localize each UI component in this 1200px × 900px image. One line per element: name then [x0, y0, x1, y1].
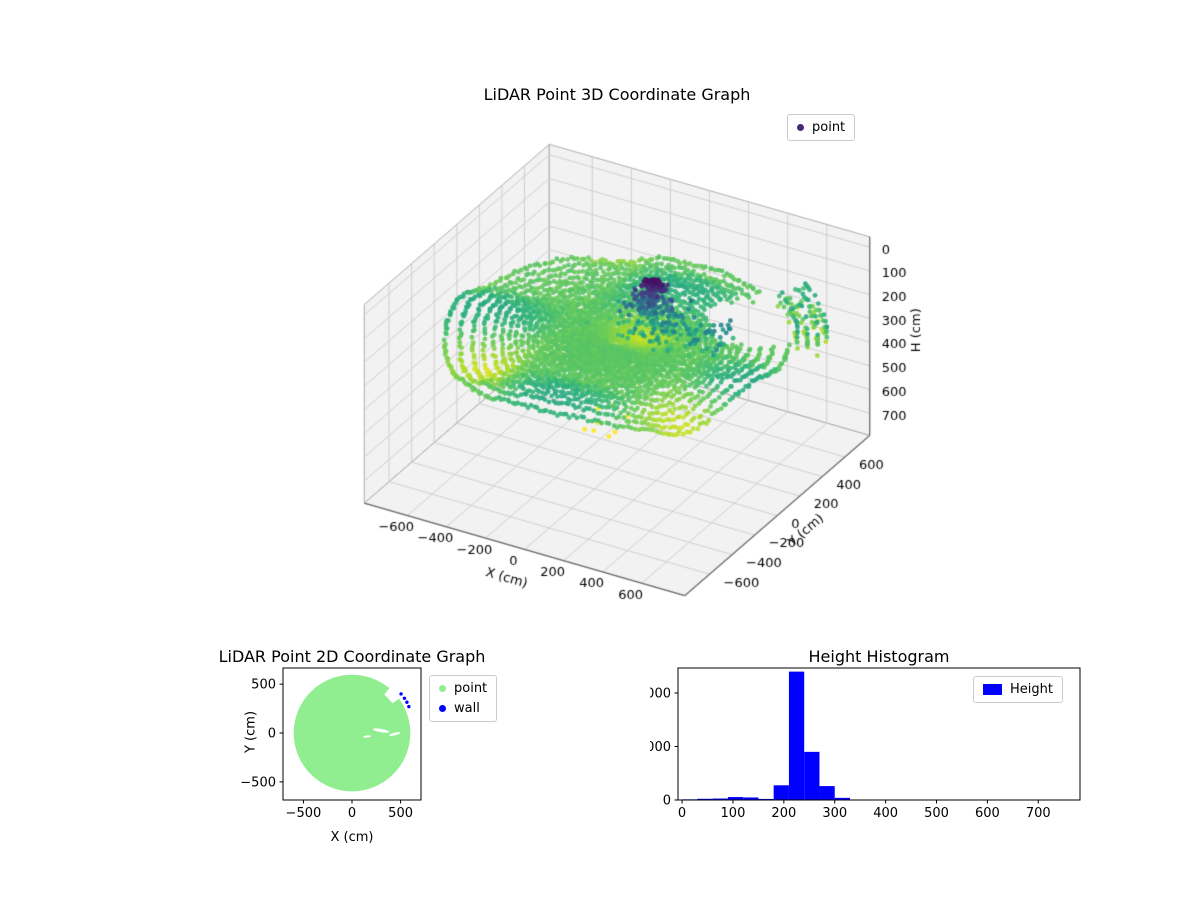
y-tick-label: 500: [251, 678, 276, 693]
x-tick-label: 600: [975, 806, 1000, 821]
histogram-bar: [819, 786, 835, 800]
plot2d-xlabel: X (cm): [330, 830, 374, 845]
y-tick-label: 0: [663, 794, 671, 809]
legend-label-height: Height: [1010, 682, 1053, 697]
scan-void-blob: [373, 728, 390, 733]
scan-void-blob: [389, 732, 401, 736]
x-tick-label: 200: [771, 806, 796, 821]
histogram-bar: [712, 798, 728, 800]
plot3d-legend: point: [787, 114, 856, 141]
histogram-bar: [788, 671, 805, 800]
x-tick-label: 0: [678, 806, 686, 821]
y-tick-label: 4000: [650, 687, 671, 702]
plot2d-scatter-plot: −500 0 500 500 0 −500: [240, 667, 422, 821]
legend-item-point: point: [439, 680, 487, 697]
x-tick-label: 300: [822, 806, 847, 821]
point-marker-icon: [797, 124, 804, 131]
plot3d-title: LiDAR Point 3D Coordinate Graph: [483, 85, 751, 104]
y-tick-label: −500: [240, 775, 276, 790]
x-tick-label: 700: [1026, 806, 1051, 821]
wall-marker-icon: [439, 705, 446, 712]
legend-item-point: point: [797, 119, 845, 136]
y-tick-label: 2000: [650, 740, 671, 755]
histogram-bar: [743, 797, 759, 800]
histogram-bar: [773, 785, 789, 800]
histogram-frame: [677, 667, 1081, 801]
legend-item-height: Height: [983, 681, 1053, 698]
x-tick-label: 0: [348, 806, 356, 821]
height-swatch-icon: [983, 684, 1002, 695]
legend-label-point: point: [812, 120, 846, 135]
point-marker-icon: [439, 685, 446, 692]
x-tick-label: 500: [388, 806, 413, 821]
histogram-bar: [834, 797, 850, 800]
scan-void-blob: [362, 735, 372, 738]
histogram-bar: [727, 797, 744, 800]
scan-void-notch: [384, 684, 404, 704]
histogram-bar: [697, 798, 713, 800]
legend-item-wall: wall: [439, 700, 487, 717]
plot2d-title: LiDAR Point 2D Coordinate Graph: [218, 647, 486, 666]
x-tick-label: −500: [286, 806, 322, 821]
legend-label-wall: wall: [454, 701, 480, 716]
plot2d-legend: point wall: [429, 675, 498, 722]
x-tick-label: 500: [924, 806, 949, 821]
wall-point: [399, 692, 403, 696]
lidar-2d-point-disc: [293, 674, 411, 792]
x-tick-label: 100: [721, 806, 746, 821]
wall-point: [407, 704, 411, 709]
histogram-title: Height Histogram: [808, 647, 950, 666]
wall-point: [405, 700, 409, 704]
x-tick-label: 400: [873, 806, 898, 821]
legend-label-point: point: [454, 681, 488, 696]
histogram-bar: [804, 751, 820, 800]
plot2d-ylabel: Y (cm): [243, 710, 259, 754]
y-tick-label: 0: [268, 727, 276, 742]
wall-point: [402, 696, 407, 701]
histogram-plot: 0 100 200 300 400 500 600 700 0 2000 4000: [650, 667, 1081, 821]
histogram-legend: Height: [973, 676, 1063, 703]
histogram-bar: [758, 798, 774, 800]
